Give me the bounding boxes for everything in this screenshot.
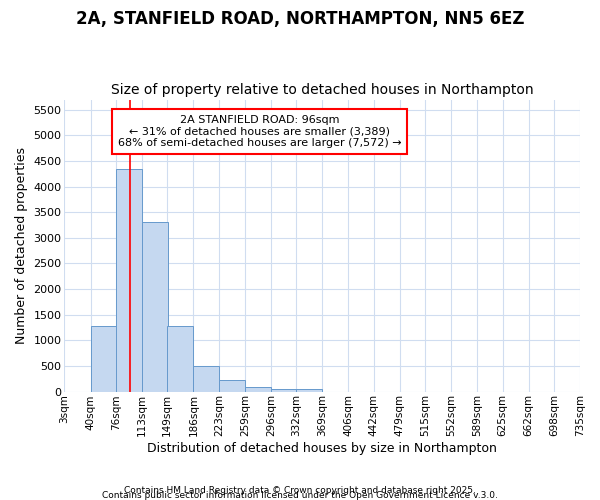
Bar: [220, 380, 245, 392]
Text: 2A, STANFIELD ROAD, NORTHAMPTON, NN5 6EZ: 2A, STANFIELD ROAD, NORTHAMPTON, NN5 6EZ: [76, 10, 524, 28]
Text: 2A STANFIELD ROAD: 96sqm
← 31% of detached houses are smaller (3,389)
68% of sem: 2A STANFIELD ROAD: 96sqm ← 31% of detach…: [118, 115, 401, 148]
Bar: [167, 326, 193, 392]
Bar: [116, 168, 142, 392]
Y-axis label: Number of detached properties: Number of detached properties: [15, 147, 28, 344]
Bar: [271, 389, 297, 392]
Text: Contains HM Land Registry data © Crown copyright and database right 2025.: Contains HM Land Registry data © Crown c…: [124, 486, 476, 495]
Bar: [296, 389, 322, 392]
Bar: [193, 366, 220, 392]
Title: Size of property relative to detached houses in Northampton: Size of property relative to detached ho…: [111, 83, 533, 97]
Bar: [142, 222, 168, 392]
Bar: [245, 388, 271, 392]
Text: Contains public sector information licensed under the Open Government Licence v.: Contains public sector information licen…: [102, 490, 498, 500]
X-axis label: Distribution of detached houses by size in Northampton: Distribution of detached houses by size …: [147, 442, 497, 455]
Bar: [91, 326, 116, 392]
